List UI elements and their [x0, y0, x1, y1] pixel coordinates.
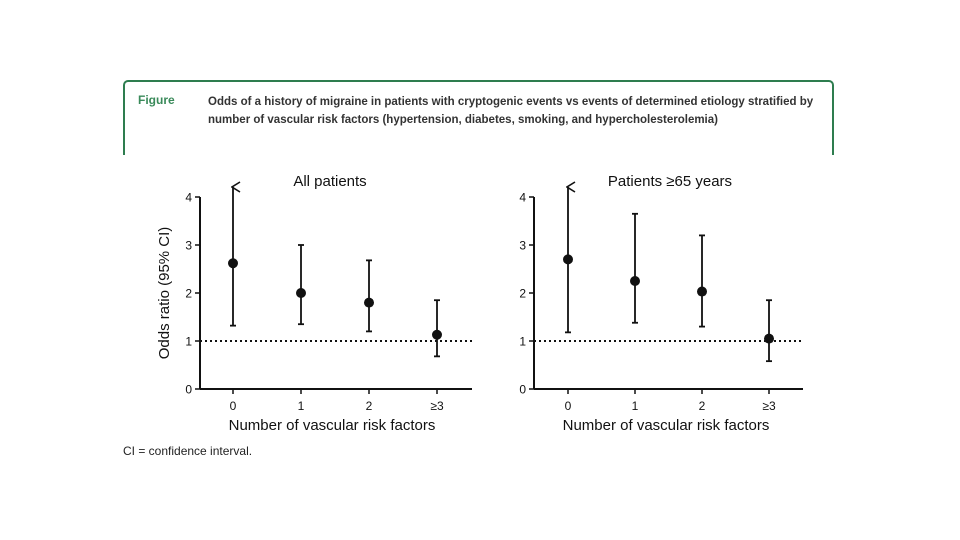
figure-caption: Odds of a history of migraine in patient… — [208, 96, 814, 126]
y-tick-label: 0 — [185, 383, 192, 397]
panel-title: All patients — [293, 173, 366, 190]
y-tick-label: 4 — [185, 191, 192, 205]
data-point — [296, 288, 306, 298]
y-tick-label: 2 — [519, 287, 526, 301]
y-tick-label: 2 — [185, 287, 192, 301]
footnote: CI = confidence interval. — [123, 444, 253, 458]
data-point — [563, 254, 573, 265]
x-tick-label: ≥3 — [762, 399, 776, 413]
data-point — [764, 333, 774, 344]
plot-area: 0 1 2 3 4 0 1 2 ≥3 — [185, 187, 472, 413]
data-point — [364, 297, 374, 308]
x-tick-label: ≥3 — [430, 399, 444, 413]
y-tick-label: 4 — [519, 191, 526, 205]
y-tick-label: 3 — [185, 239, 192, 253]
plot-area: 0 1 2 3 4 0 1 2 ≥3 — [519, 187, 803, 413]
figure-frame — [123, 80, 834, 155]
y-axis-label: Odds ratio (95% CI) — [156, 227, 173, 360]
x-axis-label: Number of vascular risk factors — [229, 417, 436, 434]
figure-label: Figure — [138, 93, 175, 107]
x-tick-label: 2 — [366, 399, 373, 413]
y-tick-label: 3 — [519, 239, 526, 253]
panel-patients-65: Patients ≥65 years Number of vascular ri… — [519, 173, 803, 434]
x-tick-label: 2 — [699, 399, 706, 413]
data-point — [432, 329, 442, 340]
x-tick-label: 0 — [230, 399, 237, 413]
data-point — [228, 258, 238, 269]
y-tick-label: 1 — [185, 335, 192, 349]
x-tick-label: 1 — [298, 399, 305, 413]
y-tick-label: 0 — [519, 383, 526, 397]
data-point — [630, 276, 640, 286]
panel-title: Patients ≥65 years — [608, 173, 732, 190]
x-tick-label: 0 — [565, 399, 572, 413]
y-tick-label: 1 — [519, 335, 526, 349]
x-axis-label: Number of vascular risk factors — [563, 417, 770, 434]
x-tick-label: 1 — [632, 399, 639, 413]
panel-all-patients: All patients Odds ratio (95% CI) Number … — [156, 173, 472, 434]
data-point — [697, 286, 707, 297]
